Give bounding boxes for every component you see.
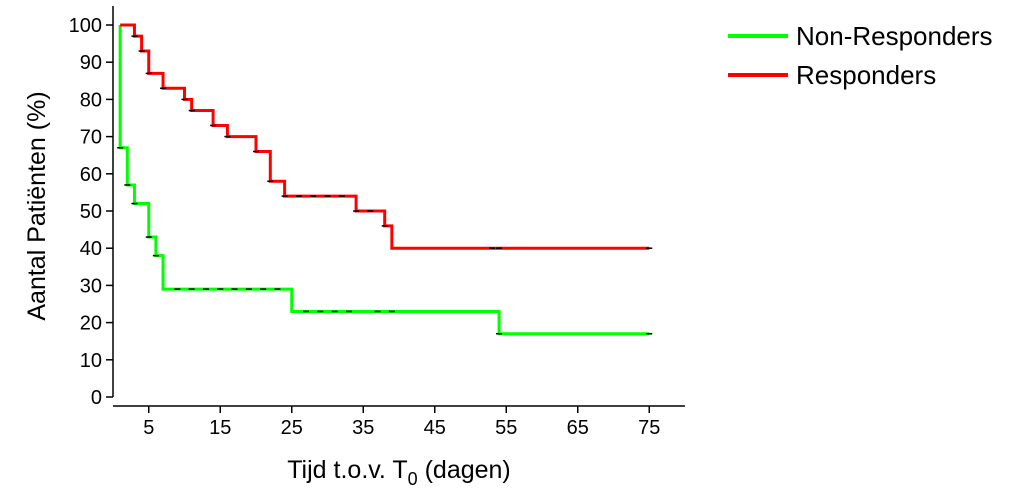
- x-tick-label: 75: [638, 417, 660, 439]
- y-tick-label: 90: [80, 52, 102, 74]
- y-tick-label: 40: [80, 238, 102, 260]
- x-ticks: 5 15 25 35 45 55 65 75: [143, 406, 660, 439]
- x-tick-label: 65: [567, 417, 589, 439]
- y-tick-label: 20: [80, 313, 102, 335]
- y-tick-label: 50: [80, 201, 102, 223]
- plot-series: [117, 23, 653, 336]
- x-tick-label: 35: [352, 417, 374, 439]
- y-axis-title: Aantal Patiënten (%): [23, 91, 51, 320]
- x-axis-title-subscript: 0: [408, 469, 418, 489]
- y-tick-label: 10: [80, 350, 102, 372]
- y-tick-label: 100: [69, 15, 102, 37]
- x-axis-title: Tijd t.o.v. T0 (dagen): [287, 456, 511, 489]
- series-line-non-responders: [118, 25, 650, 336]
- x-tick-label: 55: [495, 417, 517, 439]
- x-tick-label: 15: [209, 417, 231, 439]
- legend: Non-Responders Responders: [728, 21, 993, 90]
- x-tick-label: 25: [281, 417, 303, 439]
- x-axis-title-suffix: (dagen): [418, 456, 511, 484]
- legend-label-responders: Responders: [796, 60, 936, 90]
- series-line-responders: [120, 23, 650, 250]
- y-tick-label: 30: [80, 275, 102, 297]
- x-tick-label: 45: [424, 417, 446, 439]
- axes: [112, 6, 685, 407]
- y-tick-label: 80: [80, 89, 102, 111]
- y-tick-label: 60: [80, 164, 102, 186]
- y-tick-label: 0: [91, 387, 102, 409]
- x-axis-title-main: Tijd t.o.v. T: [287, 456, 407, 484]
- y-tick-label: 70: [80, 127, 102, 149]
- x-tick-label: 5: [143, 417, 154, 439]
- legend-label-non-responders: Non-Responders: [796, 21, 993, 51]
- y-ticks: 0 10 20 30 40 50 60 70 80 90 100: [69, 15, 113, 409]
